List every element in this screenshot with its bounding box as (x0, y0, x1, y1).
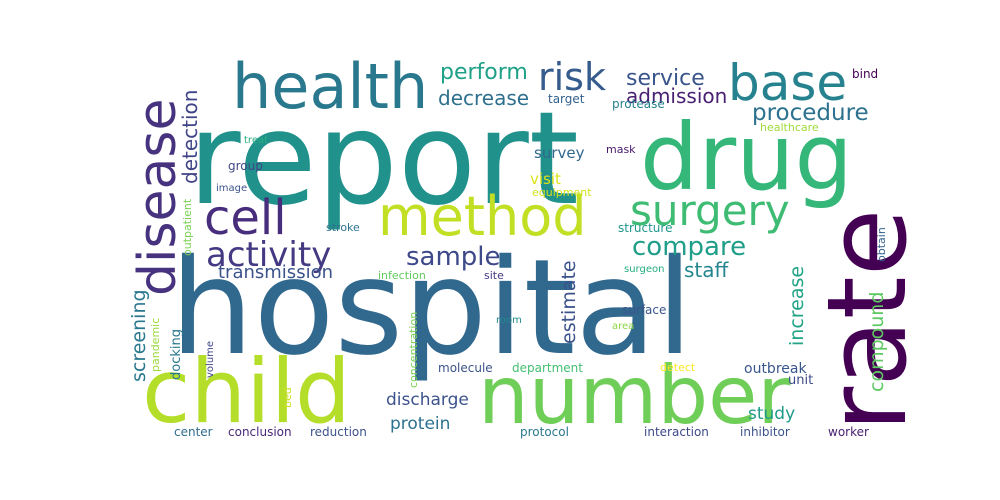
word-center: center (174, 425, 213, 439)
word-staff: staff (684, 258, 729, 282)
word-screening: screening (128, 289, 150, 382)
word-increase: increase (786, 265, 808, 346)
word-risk: risk (538, 55, 606, 99)
word-procedure: procedure (752, 100, 869, 126)
word-perform: perform (440, 60, 528, 85)
word-concentration: concentration (407, 311, 420, 388)
word-department: department (512, 361, 583, 375)
word-interaction: interaction (644, 425, 709, 439)
word-healthcare: healthcare (760, 121, 819, 134)
word-compare: compare (632, 232, 747, 262)
word-volume: volume (205, 340, 216, 378)
word-bind: bind (852, 67, 879, 81)
word-outbreak: outbreak (744, 361, 807, 377)
word-pandemic: pandemic (149, 317, 162, 372)
word-unit: unit (788, 373, 814, 388)
word-area: area (612, 321, 635, 332)
word-worker: worker (828, 425, 869, 439)
word-obtain: obtain (875, 227, 888, 262)
word-drug: drug (640, 104, 853, 211)
word-reduction: reduction (310, 425, 367, 439)
word-image: image (216, 183, 248, 194)
word-visit: visit (530, 170, 561, 188)
word-health: health (232, 50, 429, 123)
word-protease: protease (612, 97, 665, 111)
word-docking: docking (169, 329, 184, 380)
word-infection: infection (378, 269, 426, 282)
word-outpatient: outpatient (181, 198, 194, 256)
word-conclusion: conclusion (228, 425, 292, 439)
word-treat: treat (244, 135, 269, 146)
word-base: base (728, 54, 848, 112)
word-bed: bed (281, 387, 294, 408)
word-cell: cell (204, 190, 287, 246)
word-estimate: estimate (558, 260, 580, 344)
word-surgeon: surgeon (624, 264, 665, 275)
word-protein: protein (390, 414, 451, 434)
word-structure: structure (618, 221, 673, 235)
word-survey: survey (534, 144, 585, 162)
word-equipment: equipment (532, 186, 592, 199)
word-mask: mask (606, 143, 636, 156)
word-inhibitor: inhibitor (740, 425, 790, 439)
word-disease: disease (128, 98, 188, 297)
word-sample: sample (406, 242, 501, 272)
word-surface: surface (622, 303, 667, 317)
word-protocol: protocol (520, 425, 569, 439)
word-detect: detect (660, 361, 696, 374)
word-target: target (548, 92, 585, 106)
word-report: report (188, 85, 579, 234)
word-room: room (496, 315, 522, 326)
word-admission: admission (626, 84, 728, 108)
word-study: study (748, 404, 796, 424)
word-service: service (626, 66, 705, 91)
word-group: group (228, 159, 263, 173)
word-child: child (142, 340, 351, 443)
word-site: site (484, 269, 504, 282)
word-surgery: surgery (630, 186, 790, 235)
word-decrease: decrease (438, 86, 530, 110)
word-hospital: hospital (170, 231, 693, 385)
word-activity: activity (206, 235, 332, 275)
word-method: method (378, 185, 587, 248)
word-compound: compound (866, 291, 888, 392)
word-number: number (478, 349, 791, 442)
word-discharge: discharge (386, 390, 469, 410)
word-transmission: transmission (218, 262, 333, 283)
word-molecule: molecule (438, 361, 493, 375)
word-stroke: stroke (326, 221, 360, 234)
word-detection: detection (178, 89, 202, 184)
